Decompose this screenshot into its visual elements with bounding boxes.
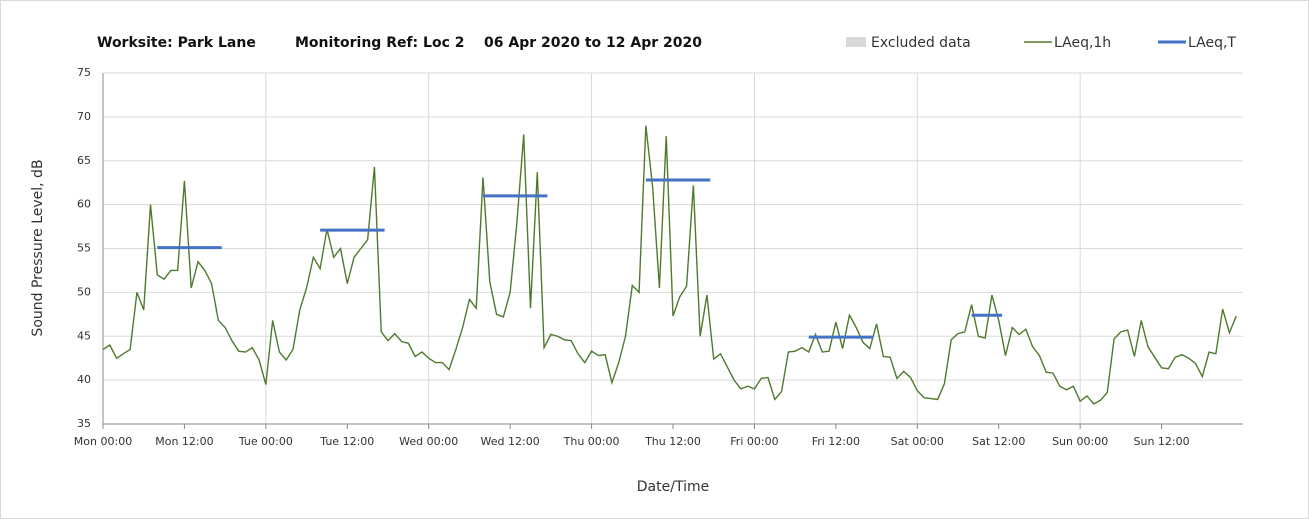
x-tick-label: Tue 00:00 [238, 435, 293, 448]
x-tick-label: Fri 00:00 [730, 435, 778, 448]
x-tick-label: Wed 12:00 [481, 435, 540, 448]
legend-label: LAeq,T [1188, 35, 1236, 51]
y-tick-label: 40 [77, 373, 91, 386]
x-tick-label: Sat 00:00 [891, 435, 944, 448]
legend-swatch [846, 37, 866, 47]
y-tick-label: 75 [77, 66, 91, 79]
y-tick-label: 45 [77, 329, 91, 342]
x-tick-label: Thu 00:00 [563, 435, 620, 448]
legend-label: Excluded data [871, 35, 971, 51]
x-tick-label: Fri 12:00 [812, 435, 860, 448]
title-ref: Monitoring Ref: Loc 2 [295, 35, 464, 51]
y-tick-label: 65 [77, 154, 91, 167]
y-tick-label: 60 [77, 198, 91, 211]
title-dates: 06 Apr 2020 to 12 Apr 2020 [484, 35, 702, 51]
x-tick-label: Sat 12:00 [972, 435, 1025, 448]
x-tick-label: Wed 00:00 [399, 435, 458, 448]
x-tick-label: Sun 00:00 [1052, 435, 1108, 448]
title-worksite: Worksite: Park Lane [97, 35, 256, 51]
legend-label: LAeq,1h [1054, 35, 1111, 51]
y-tick-label: 35 [77, 417, 91, 430]
y-tick-label: 55 [77, 242, 91, 255]
x-tick-label: Tue 12:00 [319, 435, 374, 448]
x-tick-label: Thu 12:00 [644, 435, 701, 448]
y-tick-label: 50 [77, 285, 91, 298]
x-tick-label: Mon 12:00 [155, 435, 213, 448]
y-tick-label: 70 [77, 110, 91, 123]
y-axis-label: Sound Pressure Level, dB [30, 159, 46, 336]
line-series [102, 125, 1237, 405]
x-axis-label: Date/Time [637, 479, 709, 495]
x-tick-label: Mon 00:00 [74, 435, 132, 448]
x-tick-label: Sun 12:00 [1134, 435, 1190, 448]
